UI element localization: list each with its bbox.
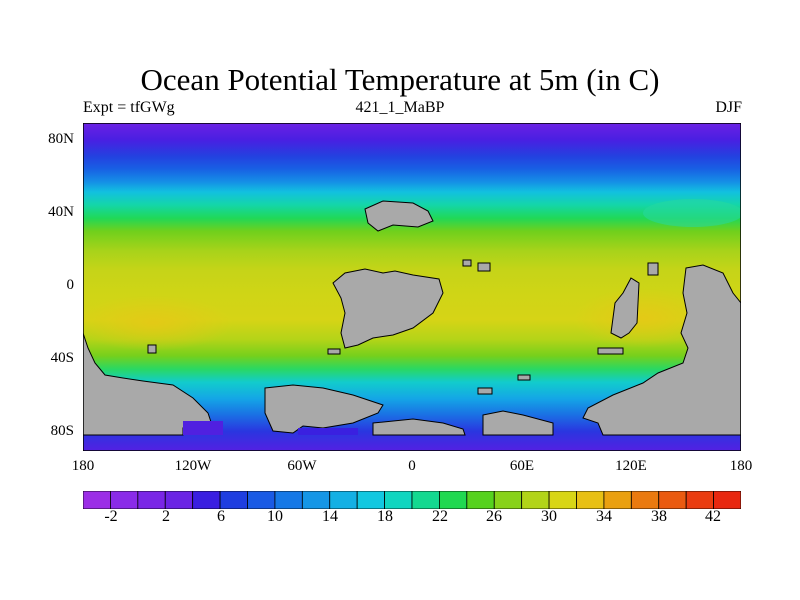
colorbar-swatch	[247, 491, 276, 509]
colorbar-label-14: 14	[322, 508, 338, 525]
northwest-pacific-plume	[643, 199, 741, 227]
colorbar-label-18: 18	[377, 508, 393, 525]
colorbar-swatch	[219, 491, 248, 509]
colorbar-swatch	[356, 491, 385, 509]
colorbar-swatch	[466, 491, 495, 509]
land-islet-3	[147, 344, 157, 354]
lon-label-0: 0	[408, 458, 416, 474]
colorbar-swatch	[685, 491, 714, 509]
lat-label-0: 0	[66, 277, 75, 293]
temperature-map	[83, 123, 741, 451]
colorbar-swatch	[603, 491, 632, 509]
land-south-continent-c	[372, 418, 466, 436]
land-islet-1	[462, 259, 472, 267]
land-islet-4	[327, 348, 341, 355]
colorbar-swatch	[384, 491, 413, 509]
map-title: Ocean Potential Temperature at 5m (in C)	[140, 62, 660, 97]
land-central-continent	[332, 268, 444, 349]
lon-label-180e: 180	[729, 458, 753, 474]
colorbar-swatch	[411, 491, 440, 509]
land-eastern-continent	[582, 264, 741, 436]
experiment-label: Expt = tfGWg	[83, 99, 175, 116]
age-label: 421_1_MaBP	[355, 99, 445, 116]
land-islet-5	[477, 387, 493, 395]
colorbar-swatch	[658, 491, 687, 509]
colorbar-label-2: 2	[162, 508, 170, 525]
colorbar	[83, 491, 741, 509]
colorbar-label-m2: -2	[104, 508, 118, 525]
colorbar-swatch	[548, 491, 577, 509]
lon-label-60w: 60W	[287, 458, 317, 474]
lon-label-180w: 180	[71, 458, 95, 474]
cold-shelf-central	[298, 428, 358, 435]
colorbar-label-42: 42	[705, 508, 721, 525]
colorbar-swatch	[329, 491, 358, 509]
colorbar-swatch	[301, 491, 331, 509]
colorbar-label-38: 38	[651, 508, 667, 525]
lon-label-60e: 60E	[509, 458, 535, 474]
land-eastern-peninsula	[610, 277, 640, 339]
lat-label-80n: 80N	[48, 131, 74, 147]
colorbar-swatch	[83, 491, 111, 509]
colorbar-swatch	[439, 491, 468, 509]
land-masses	[83, 200, 741, 436]
colorbar-label-22: 22	[432, 508, 448, 525]
land-northern-island	[364, 200, 434, 232]
lat-label-40n: 40N	[48, 204, 74, 220]
colorbar-label-30: 30	[541, 508, 557, 525]
warm-pool-east	[573, 288, 713, 348]
colorbar-swatch	[576, 491, 605, 509]
colorbar-label-26: 26	[486, 508, 502, 525]
colorbar-swatch	[192, 491, 221, 509]
lat-label-40s: 40S	[50, 350, 74, 366]
land-south-continent-b	[482, 410, 554, 436]
colorbar-label-34: 34	[596, 508, 612, 525]
lon-label-120w: 120W	[174, 458, 212, 474]
colorbar-swatch	[164, 491, 194, 509]
lat-label-80s: 80S	[50, 423, 74, 439]
colorbar-swatch	[137, 491, 166, 509]
colorbar-label-10: 10	[267, 508, 283, 525]
warm-pool-west	[83, 295, 233, 351]
land-islet-6	[517, 374, 531, 381]
cold-shelf-west	[183, 421, 223, 435]
season-label: DJF	[715, 99, 742, 116]
land-islet-8	[647, 262, 659, 276]
lon-label-120e: 120E	[615, 458, 647, 474]
colorbar-swatch	[630, 491, 660, 509]
colorbar-swatch	[521, 491, 550, 509]
colorbar-swatch	[713, 491, 741, 509]
land-islet-7	[597, 347, 624, 355]
colorbar-swatch	[110, 491, 139, 509]
land-south-continent-a	[264, 384, 384, 434]
land-islet-2	[477, 262, 491, 272]
colorbar-swatch	[493, 491, 523, 509]
colorbar-swatch	[274, 491, 303, 509]
colorbar-label-6: 6	[217, 508, 225, 525]
